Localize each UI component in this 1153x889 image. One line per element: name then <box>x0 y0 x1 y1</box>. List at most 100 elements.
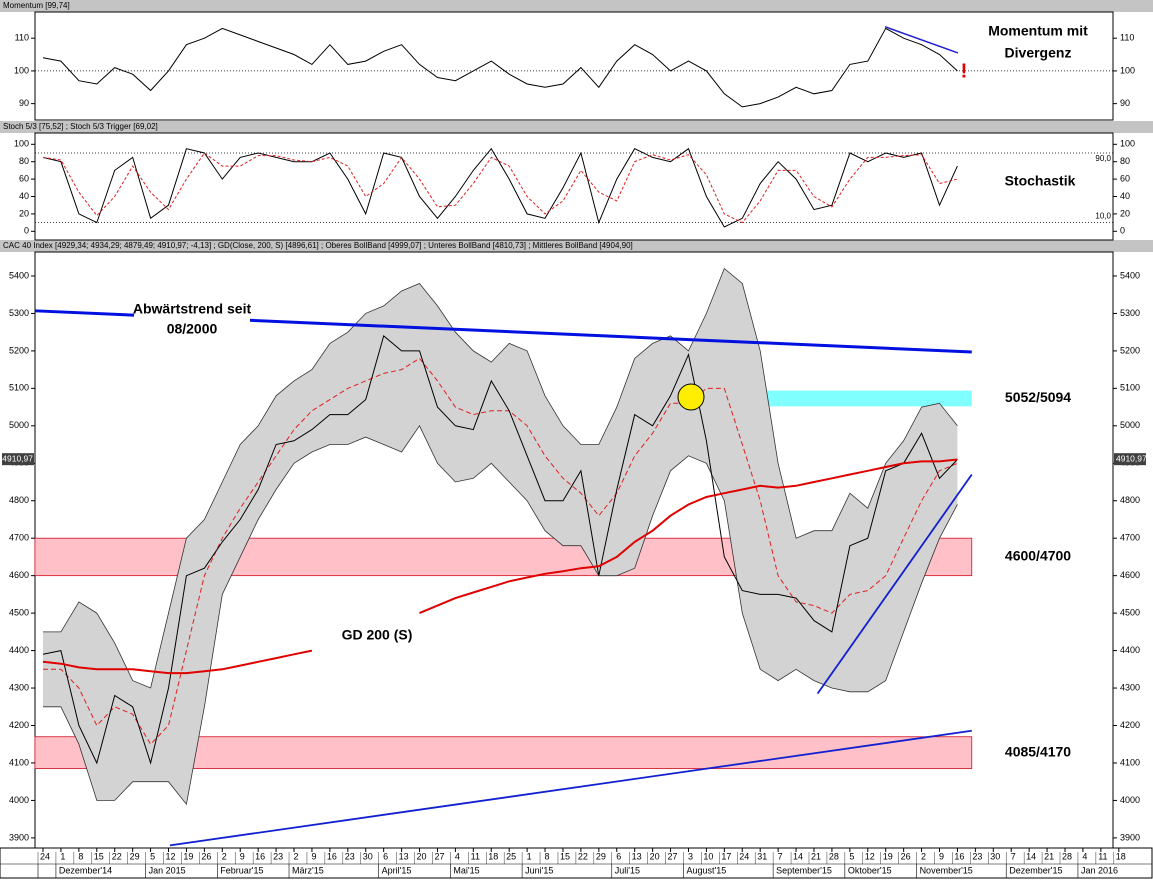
y-tick-label: 5400 <box>1120 270 1140 280</box>
x-tick-label: 7 <box>778 851 783 861</box>
x-tick-label: 11 <box>1098 851 1107 861</box>
x-tick-label: 4 <box>455 851 460 861</box>
y-tick-label: 20 <box>1120 208 1130 218</box>
x-tick-label: 6 <box>616 851 621 861</box>
annotation: Abwärtstrend seit <box>133 301 252 317</box>
x-tick-label: 2 <box>294 851 299 861</box>
panel-title: Stoch 5/3 [75,52] ; Stoch 5/3 Trigger [6… <box>3 122 158 131</box>
alert: ! <box>961 60 968 82</box>
x-tick-label: 2 <box>222 851 227 861</box>
band-upper <box>43 267 958 689</box>
trend-line <box>169 729 972 847</box>
y-tick-label: 60 <box>1120 173 1130 183</box>
x-tick-label: 21 <box>1044 851 1054 861</box>
y-tick-label: 4500 <box>1120 607 1140 617</box>
x-tick-label: 17 <box>721 851 731 861</box>
x-tick-label: 1 <box>60 851 65 861</box>
x-tick-label: 21 <box>811 851 821 861</box>
x-tick-label: 27 <box>668 851 678 861</box>
level-label: 10,0 <box>1095 212 1111 221</box>
x-tick-label: 30 <box>990 851 1000 861</box>
y-tick-label: 3900 <box>1120 832 1140 842</box>
panel-frame <box>34 11 1114 121</box>
y-tick-label: 5100 <box>9 383 29 393</box>
x-tick-label: 9 <box>240 851 245 861</box>
x-tick-label: 27 <box>434 851 444 861</box>
y-tick-label: 5200 <box>9 345 29 355</box>
x-tick-label: 16 <box>327 851 337 861</box>
x-tick-label: 13 <box>399 851 409 861</box>
x-tick-label: 15 <box>560 851 570 861</box>
x-tick-label: 19 <box>183 851 193 861</box>
annotation: 08/2000 <box>167 321 218 337</box>
month-label: Mai'15 <box>453 865 479 875</box>
y-tick-label: 4600 <box>1120 570 1140 580</box>
y-tick-label: 4800 <box>9 495 29 505</box>
x-tick-label: 26 <box>201 851 211 861</box>
last-value-label: 4910,97 <box>2 453 33 463</box>
x-tick-label: 10 <box>703 851 713 861</box>
y-tick-label: 80 <box>19 156 29 166</box>
series-line <box>42 458 958 675</box>
month-label: Dezember'15 <box>1009 865 1062 875</box>
header-bar <box>0 0 1153 12</box>
x-tick-label: 1 <box>527 851 532 861</box>
x-tick-label: 13 <box>632 851 642 861</box>
x-tick-label: 6 <box>383 851 388 861</box>
x-tick-label: 28 <box>1062 851 1072 861</box>
month-label: Juli'15 <box>615 865 640 875</box>
last-value-label: 4910,97 <box>1116 453 1147 463</box>
y-tick-label: 20 <box>19 208 29 218</box>
label-bg <box>134 300 250 340</box>
y-tick-label: 5100 <box>1120 383 1140 393</box>
x-tick-label: 20 <box>417 851 427 861</box>
y-tick-label: 80 <box>1120 156 1130 166</box>
x-tick-label: 3 <box>688 851 693 861</box>
highlight-circle <box>677 383 705 411</box>
series-line <box>42 27 958 108</box>
x-tick-label: 14 <box>1026 851 1036 861</box>
panel-title: Momentum [99,74] <box>3 1 70 10</box>
y-tick-label: 4300 <box>9 682 29 692</box>
x-tick-label: 5 <box>150 851 155 861</box>
y-tick-label: 60 <box>19 173 29 183</box>
y-tick-label: 110 <box>15 33 29 43</box>
band-lower <box>43 425 958 806</box>
x-tick-label: 24 <box>40 851 50 861</box>
y-tick-label: 5000 <box>9 420 29 430</box>
y-tick-label: 5400 <box>9 270 29 280</box>
y-tick-label: 100 <box>1120 139 1135 149</box>
x-tick-label: 16 <box>255 851 265 861</box>
month-label: März'15 <box>292 865 324 875</box>
y-tick-label: 4000 <box>9 795 29 805</box>
x-tick-label: 23 <box>345 851 355 861</box>
month-label: Februar'15 <box>220 865 263 875</box>
x-tick-label: 22 <box>578 851 588 861</box>
y-tick-label: 40 <box>1120 191 1130 201</box>
x-tick-label: 31 <box>757 851 767 861</box>
y-tick-label: 5300 <box>9 308 29 318</box>
y-tick-label: 100 <box>14 65 29 75</box>
y-tick-label: 4200 <box>9 720 29 730</box>
month-label: Dezember'14 <box>59 865 112 875</box>
annotation: Stochastik <box>1005 173 1076 189</box>
y-tick-label: 0 <box>24 226 29 236</box>
y-tick-label: 4000 <box>1120 795 1140 805</box>
x-tick-label: 28 <box>829 851 839 861</box>
y-tick-label: 0 <box>1120 226 1125 236</box>
x-tick-label: 8 <box>78 851 83 861</box>
x-tick-label: 18 <box>1116 851 1126 861</box>
y-tick-label: 4200 <box>1120 720 1140 730</box>
annotation: Divergenz <box>1005 45 1072 61</box>
month-label: April'15 <box>382 865 412 875</box>
x-tick-label: 30 <box>363 851 373 861</box>
x-tick-label: 23 <box>972 851 982 861</box>
y-tick-label: 5300 <box>1120 308 1140 318</box>
x-tick-label: 16 <box>954 851 964 861</box>
x-tick-label: 12 <box>865 851 875 861</box>
y-tick-label: 4700 <box>9 533 29 543</box>
month-label: Juni'15 <box>525 865 553 875</box>
x-tick-label: 2 <box>921 851 926 861</box>
series-line <box>42 147 958 228</box>
band-fill <box>43 268 958 805</box>
